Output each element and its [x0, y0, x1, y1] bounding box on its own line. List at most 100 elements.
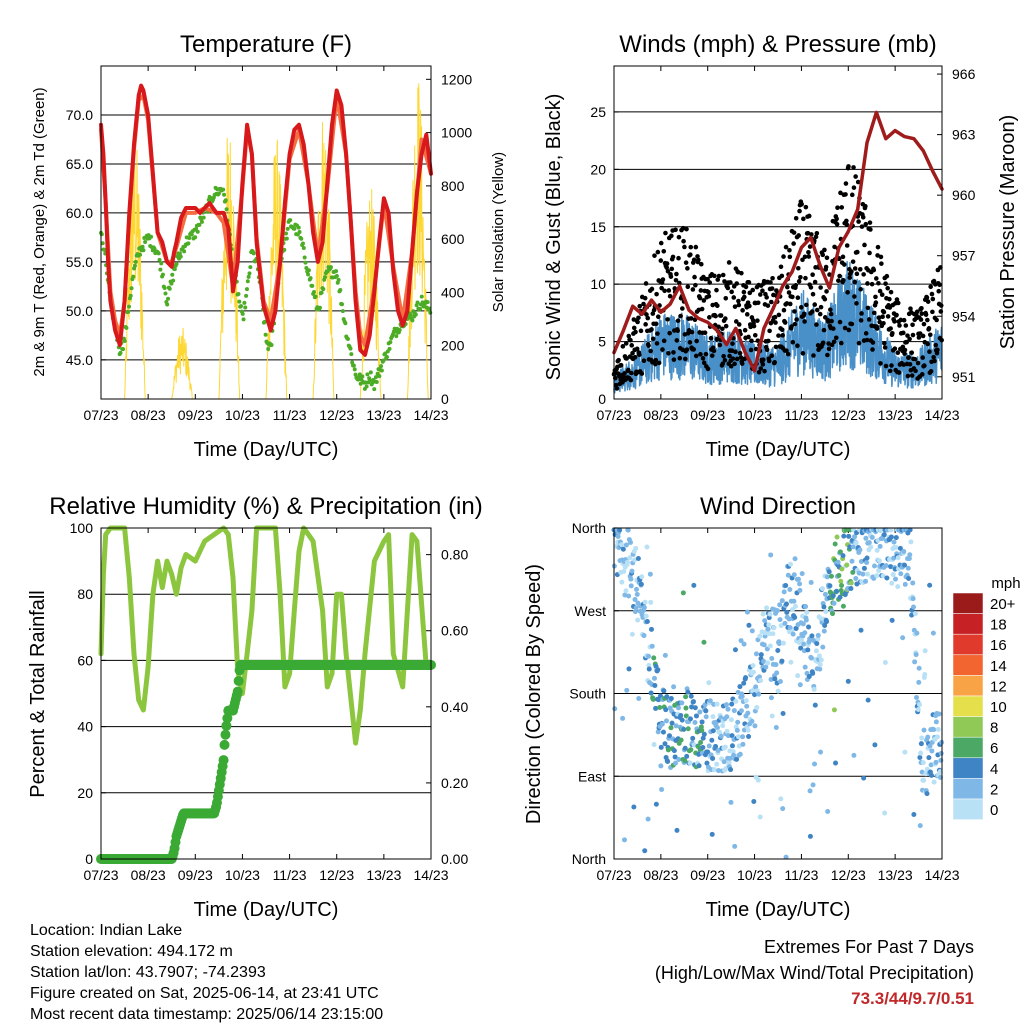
wind-direction-point	[653, 705, 659, 711]
gust-point	[829, 318, 834, 324]
wind-direction-point	[788, 561, 794, 567]
gust-point	[835, 205, 840, 210]
gust-point	[659, 285, 664, 291]
wind-direction-point	[770, 631, 776, 637]
wind-direction-point	[913, 652, 919, 658]
wind-direction-point	[681, 726, 687, 732]
gust-point	[847, 275, 853, 280]
wind-direction-point	[773, 724, 779, 730]
wind-direction-point	[682, 745, 688, 751]
colorbar-swatch	[952, 757, 984, 779]
wind-direction-point	[792, 556, 798, 562]
wind-direction-point	[936, 711, 942, 717]
wind-direction-point	[628, 576, 634, 582]
panel3-xtick-label: 09/23	[690, 867, 725, 883]
gust-point	[768, 280, 773, 285]
gust-point	[874, 276, 879, 281]
panel1-xtick-label: 14/23	[924, 407, 959, 423]
elevation-text: Station elevation: 494.172 m	[30, 943, 233, 960]
gust-point	[664, 261, 670, 266]
gust-point	[798, 274, 803, 280]
gust-point	[688, 316, 694, 321]
wind-direction-point	[891, 539, 897, 545]
wind-direction-point	[725, 733, 731, 739]
gust-point	[661, 338, 667, 344]
wind-direction-point	[821, 604, 827, 610]
wind-direction-point	[803, 604, 809, 610]
wind-direction-point	[820, 644, 826, 650]
gust-point	[678, 313, 683, 319]
gust-point	[783, 244, 789, 250]
gust-point	[853, 174, 858, 179]
dewpoint-point	[160, 272, 165, 277]
panel2-ytick-label: 80	[77, 586, 93, 602]
panel0-ytick-label: 65.0	[66, 156, 93, 172]
wind-direction-point	[918, 741, 924, 747]
dewpoint-point	[128, 293, 133, 298]
wind-direction-point	[928, 762, 934, 768]
wind-direction-point	[922, 671, 928, 677]
wind-direction-point	[729, 701, 735, 707]
wind-direction-point	[884, 575, 890, 581]
wind-direction-point	[690, 699, 696, 705]
wind-direction-point	[787, 587, 793, 593]
gust-point	[791, 241, 796, 246]
dewpoint-point	[246, 274, 251, 279]
panel0-ytick-label: 70.0	[66, 107, 93, 123]
wind-direction-point	[653, 801, 659, 807]
gust-point	[701, 360, 707, 366]
panel3-xtick-label: 11/23	[784, 867, 818, 883]
dewpoint-point	[224, 207, 229, 212]
wind-direction-point	[735, 734, 741, 740]
wind-direction-point	[750, 663, 756, 669]
dewpoint-point	[340, 309, 345, 314]
dewpoint-point	[171, 278, 176, 283]
panel2-border	[100, 527, 432, 860]
gust-point	[894, 312, 899, 318]
gust-point	[766, 338, 771, 344]
wind-direction-point	[743, 698, 749, 704]
gust-point	[729, 289, 734, 295]
gust-point	[676, 234, 682, 240]
wind-direction-point	[895, 555, 901, 561]
wind-direction-point	[798, 637, 804, 643]
gust-point	[877, 319, 882, 325]
wind-direction-point	[761, 642, 767, 648]
wind-direction-point	[734, 727, 740, 733]
wind-direction-point	[646, 662, 652, 668]
wind-direction-point	[791, 598, 797, 604]
wind-direction-point	[700, 745, 706, 751]
gust-point	[770, 275, 775, 281]
wind-direction-point	[679, 717, 685, 723]
panel2-xtick-label: 10/23	[225, 867, 260, 883]
wind-direction-point	[849, 558, 855, 564]
wind-direction-point	[818, 749, 824, 755]
gust-point	[902, 347, 908, 353]
gust-point	[697, 295, 703, 301]
gust-point	[822, 296, 828, 302]
wind-direction-point	[757, 633, 763, 639]
wind-direction-point	[645, 816, 651, 822]
wind-direction-point	[764, 605, 770, 611]
dewpoint-point	[339, 302, 344, 307]
panel2-ytick-label: 60	[77, 652, 93, 668]
wind-direction-point	[877, 543, 883, 549]
gust-point	[874, 326, 880, 331]
gust-point	[784, 348, 789, 353]
gust-point	[671, 350, 676, 355]
gust-point	[645, 315, 651, 321]
gust-point	[803, 204, 809, 210]
dewpoint-point	[239, 304, 244, 309]
panel1-xtick-label: 12/23	[831, 407, 866, 423]
panel0-xlabel: Time (Day/UTC)	[194, 439, 339, 461]
dewpoint-point	[197, 222, 202, 227]
wind-direction-point	[938, 750, 944, 756]
gust-point	[689, 329, 695, 335]
wind-direction-point	[906, 575, 912, 581]
gust-point	[767, 328, 772, 334]
wind-direction-point	[706, 743, 712, 749]
gust-point	[695, 254, 700, 259]
dewpoint-point	[241, 317, 246, 322]
wind-direction-point	[714, 761, 720, 767]
